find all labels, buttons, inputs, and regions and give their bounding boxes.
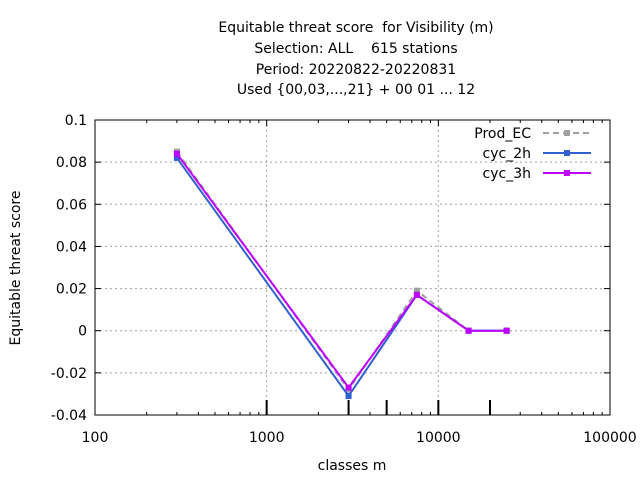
legend-swatch-marker xyxy=(564,150,570,156)
x-tick-label: 100 xyxy=(82,430,109,446)
data-point-cyc_3h xyxy=(173,150,180,157)
legend-label: cyc_2h xyxy=(483,146,531,162)
data-point-cyc_3h xyxy=(345,384,352,391)
series-line-Prod_EC xyxy=(176,151,507,391)
data-point-cyc_3h xyxy=(413,291,420,298)
y-axis-label: Equitable threat score xyxy=(8,191,24,346)
chart-title-line-4: Used {00,03,...,21} + 00 01 ... 12 xyxy=(236,82,476,98)
y-tick-label: -0.02 xyxy=(51,366,87,382)
chart-title-line-3: Period: 20220822-20220831 xyxy=(255,62,457,78)
data-point-cyc_3h xyxy=(465,327,472,334)
series xyxy=(173,148,510,400)
chart-title-line-1: Equitable threat score for Visibility (m… xyxy=(218,20,494,36)
data-point-cyc_2h xyxy=(345,393,352,400)
y-tick-label: 0.04 xyxy=(56,239,87,255)
y-tick-label: 0.08 xyxy=(56,155,87,171)
class-markers xyxy=(265,400,492,415)
y-tick-label: 0 xyxy=(78,324,87,340)
x-axis-label: classes m xyxy=(318,458,387,474)
data-point-cyc_3h xyxy=(503,327,510,334)
chart-title-line-2: Selection: ALL 615 stations xyxy=(254,41,458,57)
series-line-cyc_2h xyxy=(176,157,507,397)
data-point-cyc_2h xyxy=(173,154,180,161)
y-tick-label: -0.04 xyxy=(51,408,87,424)
x-tick-label: 10000 xyxy=(416,430,461,446)
series-line-cyc_3h xyxy=(176,153,507,389)
legend-label: Prod_EC xyxy=(474,126,531,142)
y-tick-label: 0.02 xyxy=(56,282,87,298)
legend-swatch-marker xyxy=(564,170,570,176)
y-tick-label: 0.1 xyxy=(65,113,87,129)
x-tick-label: 100000 xyxy=(583,430,636,446)
legend: Prod_EC cyc_2h cyc_3h xyxy=(474,126,591,182)
legend-swatch-marker xyxy=(564,130,570,136)
legend-label: cyc_3h xyxy=(483,166,531,182)
plot-border xyxy=(94,119,611,416)
grid xyxy=(95,120,610,415)
axis-ticks: -0.04 -0.02 0 0.02 0.04 0.06 0.08 0.1 100 1000 100… xyxy=(51,113,637,446)
x-tick-label: 1000 xyxy=(249,430,285,446)
y-tick-label: 0.06 xyxy=(56,197,87,213)
data-point-Prod_EC xyxy=(413,287,420,294)
